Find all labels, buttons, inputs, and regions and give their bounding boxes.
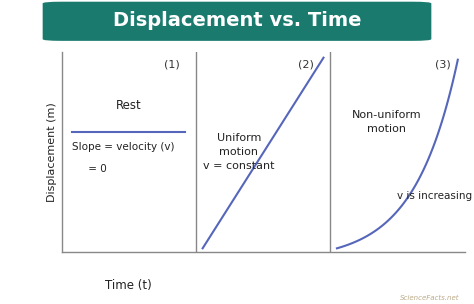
Text: (3): (3) (435, 60, 451, 70)
Text: (1): (1) (164, 60, 180, 70)
Y-axis label: Displacement (m): Displacement (m) (47, 102, 57, 202)
Text: Time (t): Time (t) (105, 279, 152, 292)
Text: Slope = velocity (v): Slope = velocity (v) (73, 142, 175, 152)
Text: Non-uniform
motion: Non-uniform motion (352, 110, 421, 134)
FancyBboxPatch shape (43, 2, 431, 41)
Text: v is increasing: v is increasing (397, 191, 473, 201)
Text: Displacement vs. Time: Displacement vs. Time (113, 11, 361, 30)
Text: Rest: Rest (116, 99, 142, 112)
Text: (2): (2) (298, 60, 314, 70)
Text: Uniform
motion
v = constant: Uniform motion v = constant (203, 133, 274, 171)
Text: = 0: = 0 (73, 164, 107, 174)
Text: ScienceFacts.net: ScienceFacts.net (400, 295, 460, 301)
